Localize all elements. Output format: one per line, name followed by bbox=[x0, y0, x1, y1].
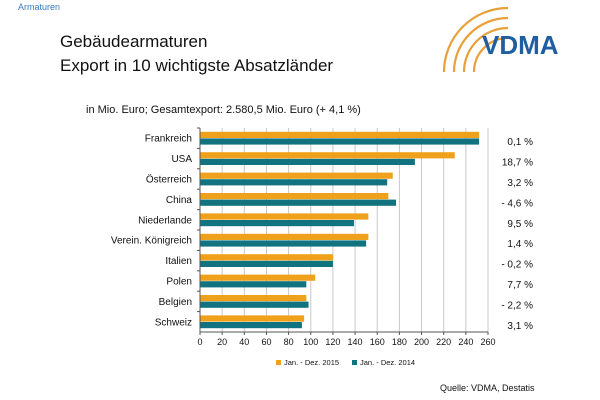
x-tick-label: 140 bbox=[348, 337, 363, 347]
vdma-logo: VDMA bbox=[442, 6, 559, 73]
source-note: Quelle: VDMA, Destatis bbox=[440, 383, 535, 393]
change-label: 1,4 % bbox=[507, 239, 533, 250]
section-label: Armaturen bbox=[18, 2, 61, 12]
bar-2014 bbox=[200, 199, 397, 206]
bar-2014 bbox=[200, 301, 309, 308]
bar-2015 bbox=[200, 131, 480, 138]
category-label: Schweiz bbox=[155, 317, 192, 328]
chart-subtitle: in Mio. Euro; Gesamtexport: 2.580,5 Mio.… bbox=[86, 104, 361, 116]
logo-arcs bbox=[442, 6, 509, 73]
bar-2014 bbox=[200, 158, 415, 165]
bar-2015 bbox=[200, 172, 393, 179]
x-tick-label: 260 bbox=[480, 337, 495, 347]
bar-2014 bbox=[200, 220, 354, 227]
category-label: Italien bbox=[165, 256, 192, 267]
title-line-2: Export in 10 wichtigste Absatzländer bbox=[60, 56, 334, 75]
x-tick-label: 60 bbox=[261, 337, 271, 347]
category-label: USA bbox=[171, 154, 192, 165]
category-label: Niederlande bbox=[138, 215, 192, 226]
bar-2015 bbox=[200, 254, 333, 261]
chart-labels: Frankreich 0,1 % USA 18,7 % Österreich 3,2 % C… bbox=[111, 134, 533, 332]
bar-2015 bbox=[200, 274, 316, 281]
bar-2014 bbox=[200, 240, 367, 247]
category-label: Verein. Königreich bbox=[111, 236, 192, 247]
legend-label: Jan. - Dez. 2015 bbox=[284, 358, 339, 367]
chart-bars bbox=[200, 131, 480, 329]
bar-2014 bbox=[200, 138, 480, 145]
change-label: - 4,6 % bbox=[501, 198, 533, 209]
legend-label: Jan. - Dez. 2014 bbox=[360, 358, 415, 367]
x-tick-label: 0 bbox=[197, 337, 202, 347]
bar-2015 bbox=[200, 213, 369, 220]
bar-2015 bbox=[200, 152, 455, 159]
change-label: 9,5 % bbox=[507, 219, 533, 230]
category-label: China bbox=[166, 195, 193, 206]
change-label: 7,7 % bbox=[507, 280, 533, 291]
category-label: Belgien bbox=[159, 297, 192, 308]
x-tick-label: 120 bbox=[325, 337, 340, 347]
x-tick-label: 40 bbox=[239, 337, 249, 347]
page-title: Gebäudearmaturen Export in 10 wichtigste… bbox=[60, 30, 333, 78]
change-label: 0,1 % bbox=[507, 137, 533, 148]
bar-2014 bbox=[200, 179, 388, 186]
legend-swatch bbox=[276, 360, 281, 365]
chart-axes: 0 20 40 60 80 100 120 140 160 180 200 220 240 260 bbox=[197, 127, 496, 347]
change-label: 18,7 % bbox=[502, 158, 533, 169]
change-label: - 2,2 % bbox=[501, 300, 533, 311]
change-label: 3,2 % bbox=[507, 178, 533, 189]
category-label: Österreich bbox=[146, 174, 192, 186]
bar-2014 bbox=[200, 260, 333, 267]
title-line-1: Gebäudearmaturen bbox=[60, 32, 208, 51]
bar-2015 bbox=[200, 295, 307, 302]
bar-2015 bbox=[200, 315, 305, 322]
x-tick-label: 180 bbox=[392, 337, 407, 347]
chart-legend: Jan. - Dez. 2015 Jan. - Dez. 2014 bbox=[276, 358, 415, 367]
x-tick-label: 240 bbox=[458, 337, 473, 347]
bar-2015 bbox=[200, 193, 389, 200]
category-label: Frankreich bbox=[145, 134, 192, 145]
legend-swatch bbox=[352, 360, 357, 365]
logo-text: VDMA bbox=[482, 30, 559, 60]
x-tick-label: 200 bbox=[414, 337, 429, 347]
category-label: Polen bbox=[166, 277, 192, 288]
chart-grid bbox=[221, 128, 489, 332]
x-tick-label: 100 bbox=[303, 337, 318, 347]
bar-2014 bbox=[200, 322, 302, 329]
x-tick-label: 20 bbox=[217, 337, 227, 347]
x-tick-label: 160 bbox=[370, 337, 385, 347]
x-tick-label: 220 bbox=[436, 337, 451, 347]
change-label: 3,1 % bbox=[507, 321, 533, 332]
change-label: - 0,2 % bbox=[501, 260, 533, 271]
x-tick-label: 80 bbox=[284, 337, 294, 347]
bar-2015 bbox=[200, 233, 369, 240]
bar-2014 bbox=[200, 281, 307, 288]
